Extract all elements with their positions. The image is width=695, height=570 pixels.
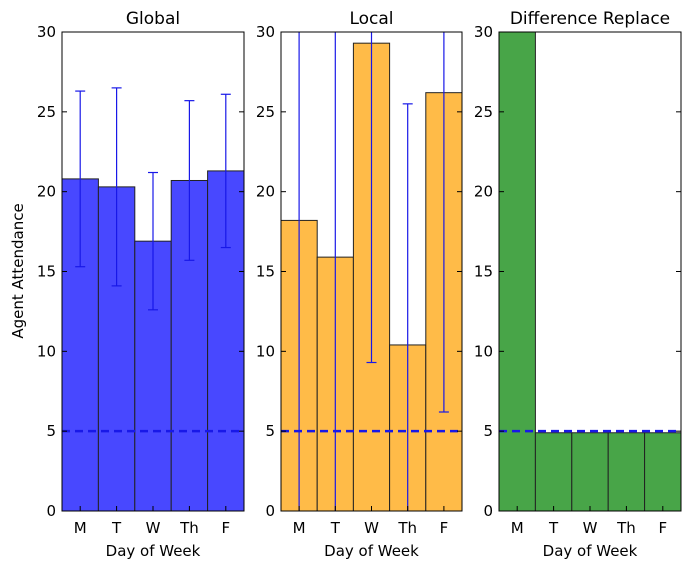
x-tick-label-global-1: T [111, 519, 122, 537]
panel-difference-replace: Difference Replace Day of Week 0 5 10 15 20 2… [474, 9, 682, 560]
y-tick-label-global-3: 15 [37, 263, 56, 281]
y-tick-label-local-6: 30 [256, 23, 275, 41]
panel-title-difference-replace: Difference Replace [510, 9, 670, 29]
x-tick-label-global-3: Th [179, 519, 199, 537]
bar-difference-replace-0 [498, 31, 536, 512]
x-tick-label-difference-replace-2: W [583, 519, 598, 537]
x-tick-label-global-4: F [221, 519, 230, 537]
panel-global: Global Day of Week 0 5 10 15 20 25 30 M T W Th F [37, 9, 245, 560]
bar-difference-replace-4 [644, 432, 682, 512]
x-axis-label-global: Day of Week [106, 542, 201, 560]
y-tick-label-difference-replace-4: 20 [474, 183, 493, 201]
x-tick-label-global-2: W [146, 519, 161, 537]
x-axis-label-local: Day of Week [324, 542, 419, 560]
x-tick-label-local-0: M [293, 519, 306, 537]
x-tick-label-difference-replace-4: F [658, 519, 667, 537]
y-tick-label-local-1: 5 [265, 422, 275, 440]
y-tick-label-difference-replace-3: 15 [474, 263, 493, 281]
y-axis-label: Agent Attendance [9, 203, 27, 338]
x-axis-label-difference-replace: Day of Week [543, 542, 638, 560]
y-tick-label-local-2: 10 [256, 342, 275, 360]
y-tick-label-global-2: 10 [37, 342, 56, 360]
y-tick-label-global-0: 0 [46, 502, 56, 520]
y-tick-label-global-5: 25 [37, 103, 56, 121]
panel-title-local: Local [349, 9, 393, 29]
y-tick-label-local-0: 0 [265, 502, 275, 520]
bar-difference-replace-1 [534, 432, 573, 512]
panel-title-global: Global [126, 9, 180, 29]
y-tick-label-difference-replace-5: 25 [474, 103, 493, 121]
y-tick-label-global-4: 20 [37, 183, 56, 201]
x-tick-label-local-1: T [330, 519, 341, 537]
x-tick-label-local-3: Th [397, 519, 417, 537]
panel-local: Local Day of Week 0 5 10 15 20 25 30 M T W Th F [256, 9, 463, 560]
x-tick-label-local-2: W [364, 519, 379, 537]
y-tick-label-difference-replace-2: 10 [474, 342, 493, 360]
x-tick-label-local-4: F [440, 519, 449, 537]
y-tick-label-global-6: 30 [37, 23, 56, 41]
y-tick-label-local-5: 25 [256, 103, 275, 121]
y-tick-label-difference-replace-6: 30 [474, 23, 493, 41]
x-tick-label-difference-replace-0: M [511, 519, 524, 537]
y-tick-label-local-4: 20 [256, 183, 275, 201]
x-tick-label-difference-replace-3: Th [616, 519, 636, 537]
bar-difference-replace-2 [571, 432, 609, 512]
x-tick-label-difference-replace-1: T [548, 519, 559, 537]
y-tick-label-local-3: 15 [256, 263, 275, 281]
y-tick-label-global-1: 5 [46, 422, 56, 440]
y-tick-label-difference-replace-1: 5 [483, 422, 493, 440]
y-tick-label-difference-replace-0: 0 [483, 502, 493, 520]
x-tick-label-global-0: M [74, 519, 87, 537]
bar-difference-replace-3 [607, 432, 646, 512]
